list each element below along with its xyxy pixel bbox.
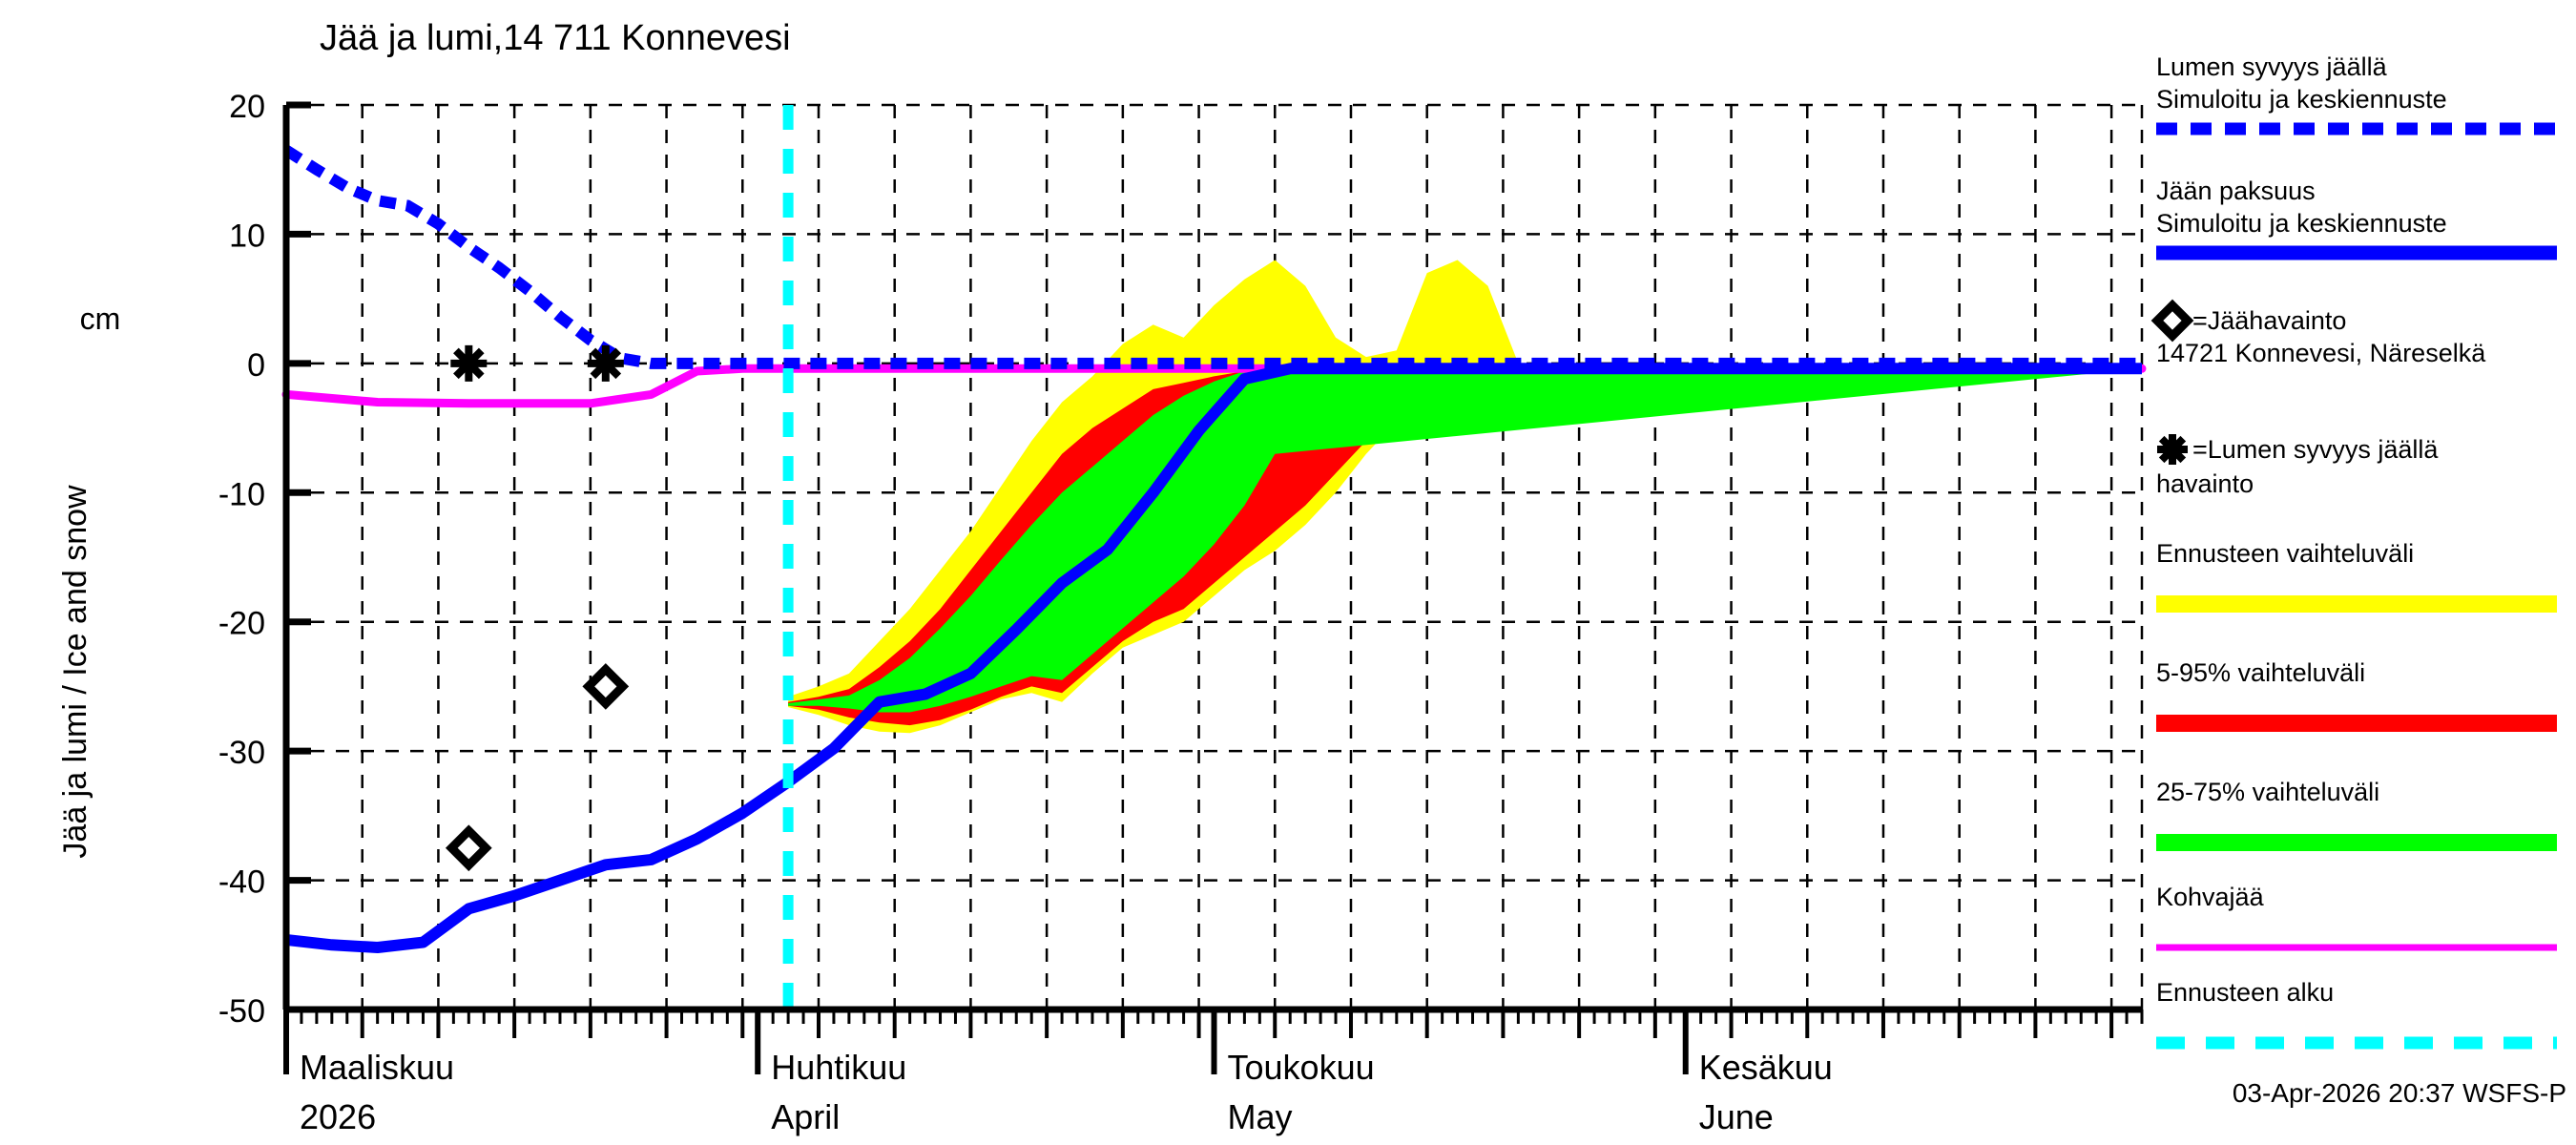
x-tick-label-en: June <box>1699 1097 1774 1136</box>
y-axis-ticks: 20 10 0 -10 -20 -30 -40 -50 <box>218 89 311 1030</box>
legend-sublabel: 14721 Konnevesi, Näreselkä <box>2156 339 2486 367</box>
asterisk-icon <box>450 344 488 382</box>
series-ice-thickness <box>285 363 2142 953</box>
y-tick-label: 0 <box>247 347 265 384</box>
legend-label: 25-75% vaihteluväli <box>2156 778 2379 806</box>
y-tick-label: -10 <box>218 476 265 512</box>
legend-label: Ennusteen alku <box>2156 978 2334 1007</box>
x-tick-label-en: April <box>771 1097 840 1136</box>
legend-item-range-5-95: 5-95% vaihteluväli <box>2156 658 2557 732</box>
y-tick-label: -20 <box>218 606 265 642</box>
x-axis-ticks: Maaliskuu 2026 Huhtikuu April Toukokuu May Kes… <box>283 1010 2144 1136</box>
diamond-icon <box>2150 299 2194 343</box>
diamond-icon <box>445 824 492 872</box>
legend-item-ice-observation: =Jäähavainto 14721 Konnevesi, Näreselkä <box>2150 299 2486 367</box>
legend-label: =Lumen syvyys jäällä <box>2192 435 2439 464</box>
legend-item-forecast-range: Ennusteen vaihteluväli <box>2156 539 2557 613</box>
legend-label-cont: havainto <box>2156 469 2254 498</box>
asterisk-icon <box>2157 434 2188 465</box>
legend-label: Ennusteen vaihteluväli <box>2156 539 2414 568</box>
legend-item-snow-depth-on-ice: Lumen syvyys jäällä Simuloitu ja keskienn… <box>2156 52 2557 135</box>
legend-label: =Jäähavainto <box>2192 306 2346 335</box>
y-axis-label: Jää ja lumi / Ice and snow <box>57 485 93 859</box>
legend-label: 5-95% vaihteluväli <box>2156 658 2365 687</box>
footer-timestamp: 03-Apr-2026 20:37 WSFS-P <box>2233 1078 2566 1108</box>
x-tick-label-fi: Kesäkuu <box>1699 1048 1833 1087</box>
legend-label: Jään paksuus <box>2156 177 2316 205</box>
legend-item-snow-observation: =Lumen syvyys jäällä havainto <box>2156 434 2439 498</box>
legend-item-slush-ice: Kohvajää <box>2156 883 2557 951</box>
legend-sublabel: Simuloitu ja keskiennuste <box>2156 85 2447 114</box>
legend-item-ice-thickness: Jään paksuus Simuloitu ja keskiennuste <box>2156 177 2557 260</box>
y-axis-unit: cm <box>80 302 121 336</box>
x-tick-label-en: May <box>1228 1097 1293 1136</box>
x-tick-label-fi: Maaliskuu <box>300 1048 454 1087</box>
x-tick-label-fi: Huhtikuu <box>771 1048 906 1087</box>
y-tick-label: 10 <box>229 218 265 254</box>
legend-label: Lumen syvyys jäällä <box>2156 52 2388 81</box>
y-tick-label: 20 <box>229 89 265 125</box>
legend: Lumen syvyys jäällä Simuloitu ja keskienn… <box>2150 52 2557 1050</box>
band-00ff00 <box>788 368 2142 713</box>
legend-item-range-25-75: 25-75% vaihteluväli <box>2156 778 2557 851</box>
x-tick-label-en: 2026 <box>300 1097 376 1136</box>
grid <box>286 103 2144 1010</box>
observations <box>445 344 630 872</box>
y-tick-label: -30 <box>218 735 265 771</box>
y-tick-label: -50 <box>218 993 265 1030</box>
legend-label: Kohvajää <box>2156 883 2265 911</box>
legend-item-forecast-start: Ennusteen alku <box>2156 978 2557 1050</box>
asterisk-icon <box>587 344 624 382</box>
x-tick-label-fi: Toukokuu <box>1228 1048 1375 1087</box>
page-title: Jää ja lumi,14 711 Konnevesi <box>320 18 791 58</box>
legend-sublabel: Simuloitu ja keskiennuste <box>2156 209 2447 238</box>
forecast-bands <box>788 260 2142 734</box>
y-tick-label: -40 <box>218 864 265 901</box>
diamond-icon <box>582 663 630 710</box>
